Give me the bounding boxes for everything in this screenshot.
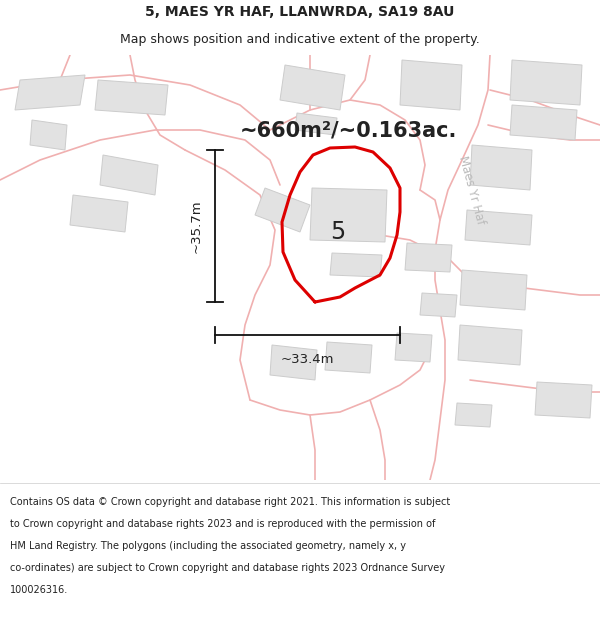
Polygon shape (325, 342, 372, 373)
Polygon shape (295, 113, 337, 135)
Polygon shape (280, 65, 345, 110)
Polygon shape (460, 270, 527, 310)
Polygon shape (70, 195, 128, 232)
Polygon shape (95, 80, 168, 115)
Polygon shape (400, 60, 462, 110)
Text: Map shows position and indicative extent of the property.: Map shows position and indicative extent… (120, 33, 480, 46)
Text: ~660m²/~0.163ac.: ~660m²/~0.163ac. (240, 120, 457, 140)
Text: 100026316.: 100026316. (10, 585, 68, 595)
Text: Maes Yr Haf: Maes Yr Haf (457, 154, 487, 226)
Polygon shape (100, 155, 158, 195)
Polygon shape (405, 243, 452, 272)
Text: 5: 5 (331, 220, 346, 244)
Polygon shape (465, 210, 532, 245)
Polygon shape (510, 105, 577, 140)
Polygon shape (420, 293, 457, 317)
Polygon shape (458, 325, 522, 365)
Polygon shape (330, 253, 382, 277)
Polygon shape (270, 345, 317, 380)
Polygon shape (15, 75, 85, 110)
Polygon shape (395, 333, 432, 362)
Polygon shape (470, 145, 532, 190)
Text: Contains OS data © Crown copyright and database right 2021. This information is : Contains OS data © Crown copyright and d… (10, 497, 450, 507)
Polygon shape (255, 188, 310, 232)
Text: HM Land Registry. The polygons (including the associated geometry, namely x, y: HM Land Registry. The polygons (includin… (10, 541, 406, 551)
Text: ~35.7m: ~35.7m (190, 199, 203, 252)
Polygon shape (30, 120, 67, 150)
Polygon shape (510, 60, 582, 105)
Polygon shape (310, 188, 387, 242)
Polygon shape (455, 403, 492, 427)
Polygon shape (535, 382, 592, 418)
Text: ~33.4m: ~33.4m (281, 353, 334, 366)
Text: to Crown copyright and database rights 2023 and is reproduced with the permissio: to Crown copyright and database rights 2… (10, 519, 436, 529)
Text: co-ordinates) are subject to Crown copyright and database rights 2023 Ordnance S: co-ordinates) are subject to Crown copyr… (10, 563, 445, 573)
Text: 5, MAES YR HAF, LLANWRDA, SA19 8AU: 5, MAES YR HAF, LLANWRDA, SA19 8AU (145, 5, 455, 19)
